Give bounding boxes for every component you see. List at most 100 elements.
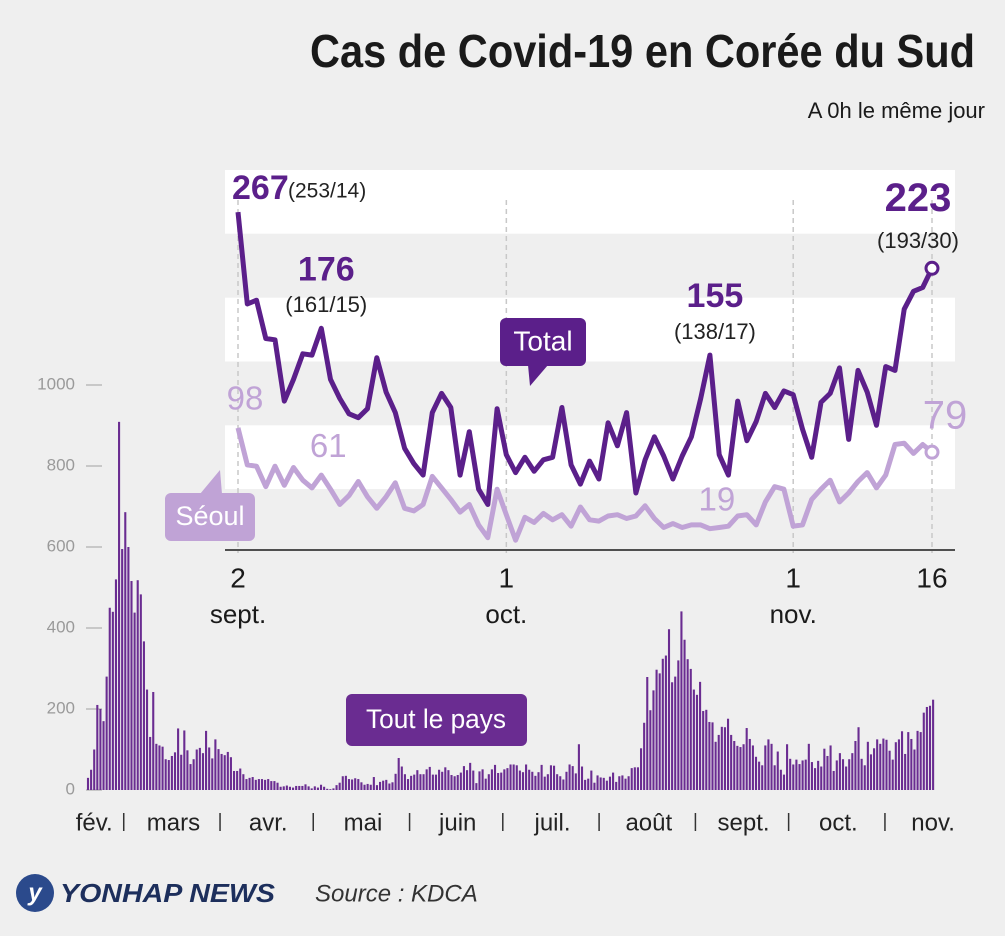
bar xyxy=(543,776,546,790)
band xyxy=(225,170,955,234)
bar xyxy=(469,762,472,790)
bar xyxy=(403,774,406,790)
bar xyxy=(515,765,518,790)
legend-box xyxy=(500,318,586,366)
bar xyxy=(829,745,832,790)
bar xyxy=(382,780,385,790)
bar xyxy=(282,786,285,790)
bar xyxy=(549,765,552,790)
bar xyxy=(264,779,267,790)
bar xyxy=(680,611,683,790)
legend-pointer xyxy=(528,365,548,386)
bar xyxy=(593,782,596,790)
legend-box xyxy=(346,694,527,746)
bar xyxy=(316,787,319,790)
bar xyxy=(658,673,661,790)
legend-label: Séoul xyxy=(175,501,244,531)
bar xyxy=(173,752,177,790)
bar xyxy=(406,779,410,790)
bar xyxy=(441,771,444,790)
bar xyxy=(932,699,935,790)
bar xyxy=(689,668,692,790)
bar xyxy=(251,777,254,790)
bar xyxy=(288,786,292,790)
bar xyxy=(357,779,360,790)
bar xyxy=(928,705,932,790)
x-tick-label: 1 xyxy=(785,562,801,593)
bar xyxy=(447,770,450,790)
bar xyxy=(761,765,764,790)
bar xyxy=(509,764,512,790)
bar xyxy=(121,549,124,790)
x-tick-label: nov. xyxy=(770,599,817,629)
bar xyxy=(590,770,593,790)
bar xyxy=(876,739,879,790)
bar xyxy=(608,776,612,790)
bar xyxy=(397,758,400,790)
x-tick-label: nov. xyxy=(911,809,955,836)
bar xyxy=(208,747,211,790)
bar xyxy=(773,765,776,790)
bar xyxy=(565,771,568,790)
bar xyxy=(605,780,608,790)
bar xyxy=(801,760,804,790)
bar xyxy=(832,770,835,790)
bar xyxy=(139,594,142,790)
bar xyxy=(127,547,130,790)
bar xyxy=(817,760,820,790)
bar xyxy=(416,770,419,790)
bar xyxy=(236,770,239,790)
bar xyxy=(916,730,919,790)
bar xyxy=(133,612,136,790)
bar xyxy=(201,753,205,790)
bar xyxy=(385,779,388,790)
bar xyxy=(568,764,571,790)
bar xyxy=(285,785,288,790)
bar xyxy=(627,776,630,790)
bar xyxy=(556,774,559,790)
bar xyxy=(835,760,838,790)
bar xyxy=(145,689,149,790)
bar xyxy=(630,768,633,790)
x-tick-label: sept. xyxy=(210,599,266,629)
legend-box xyxy=(165,493,255,541)
data-label: 223 xyxy=(885,176,952,220)
bar xyxy=(615,781,618,790)
bar xyxy=(838,753,841,790)
y-tick-label: 400 xyxy=(47,617,75,636)
bar xyxy=(798,764,801,790)
x-tick-label: 1 xyxy=(499,562,515,593)
bar xyxy=(161,746,164,790)
bar xyxy=(723,727,726,790)
bar xyxy=(807,743,810,790)
bar xyxy=(270,781,273,790)
bar xyxy=(733,740,736,790)
bar xyxy=(152,691,155,790)
bar xyxy=(189,764,192,790)
bar xyxy=(894,742,897,790)
bar xyxy=(192,759,195,790)
bar xyxy=(136,580,139,790)
bar xyxy=(714,741,717,790)
bar xyxy=(363,784,366,790)
bar xyxy=(434,774,438,790)
bar xyxy=(776,751,779,790)
bar xyxy=(913,749,916,790)
bar xyxy=(338,782,341,790)
bar xyxy=(789,758,792,790)
bar xyxy=(649,710,652,790)
bar xyxy=(462,766,465,790)
bar xyxy=(736,745,739,790)
bar xyxy=(205,730,208,790)
bar xyxy=(211,758,214,790)
bar xyxy=(450,775,453,790)
bar xyxy=(571,766,574,790)
bar xyxy=(214,739,217,790)
subtitle: A 0h le même jour xyxy=(808,98,985,123)
bar xyxy=(854,740,857,790)
bar xyxy=(506,768,509,790)
bar xyxy=(692,689,695,790)
end-point xyxy=(924,444,940,460)
bar xyxy=(882,738,885,790)
bar xyxy=(758,761,761,790)
